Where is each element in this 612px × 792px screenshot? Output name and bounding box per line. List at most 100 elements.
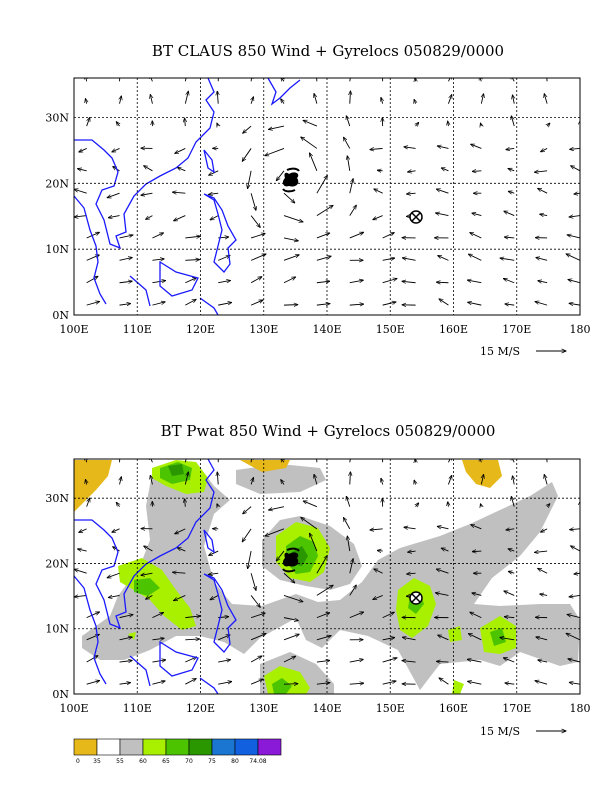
wind-vector: [86, 612, 100, 619]
wind-vector: [243, 125, 252, 133]
wind-vector: [149, 78, 152, 82]
panel-2-coastlines: [74, 459, 237, 694]
wind-vector: [175, 528, 186, 534]
wind-vector: [175, 148, 186, 153]
wind-vector: [250, 215, 260, 228]
wind-vector: [508, 191, 515, 193]
wind-vector: [316, 304, 330, 306]
wind-vector: [209, 573, 219, 574]
wind-vector: [448, 121, 449, 127]
wind-vector: [347, 536, 351, 552]
wind-vector: [416, 503, 419, 507]
wind-vector: [209, 550, 219, 555]
wind-vector: [569, 303, 580, 305]
panel-2-grid: [74, 459, 580, 694]
wind-vector: [218, 682, 231, 685]
wind-vector: [152, 281, 165, 283]
x-tick-label: 170E: [502, 323, 531, 336]
panel-1-axis-ticks: 100E 110E 120E 130E 140E 150E 160E 170E 180 0N 10N…: [45, 112, 590, 337]
wind-vector: [152, 233, 163, 239]
wind-vector: [407, 573, 416, 574]
x-tick-label: 160E: [439, 702, 468, 715]
y-tick-label: 20N: [45, 177, 69, 190]
wind-vector: [536, 637, 548, 641]
wind-vector: [283, 215, 303, 222]
wind-vector: [535, 551, 548, 552]
wind-vector: [251, 478, 253, 485]
wind-vector: [218, 280, 230, 282]
colorbar-swatch: [211, 738, 236, 756]
wind-vector: [74, 216, 87, 218]
wind-vector: [283, 192, 295, 203]
wind-vector: [505, 304, 515, 305]
wind-vector: [281, 480, 284, 485]
wind-vector: [404, 147, 416, 149]
wind-vector: [108, 216, 120, 218]
colorbar-label: 65: [162, 758, 170, 765]
wind-vector: [382, 658, 397, 663]
colorbar: 0 35 55 60 65 70 75 80 74.08: [73, 738, 282, 765]
panel-1-circled-x-marker: [409, 210, 423, 224]
wind-vector: [185, 639, 199, 640]
wind-vector: [408, 171, 416, 172]
wind-vector: [538, 188, 548, 194]
wind-vector: [407, 193, 416, 194]
x-tick-label: 150E: [376, 323, 405, 336]
wind-vector: [119, 661, 133, 663]
wind-vector: [436, 593, 449, 596]
wind-vector: [570, 148, 580, 149]
wind-vector: [152, 681, 165, 685]
wind-vector: [470, 612, 482, 619]
panel-1: BT CLAUS 850 Wind + Gyrelocs 050829/0000…: [45, 42, 590, 358]
x-tick-label: 140E: [312, 702, 341, 715]
wind-vector: [349, 559, 353, 574]
wind-vector: [119, 637, 133, 641]
panel-2-axis-ticks: 100E 110E 120E 130E 140E 150E 160E 170E 180 0N 10N…: [45, 492, 590, 715]
wind-vector: [382, 681, 396, 685]
wind-vector: [119, 304, 131, 306]
wind-vector: [481, 474, 483, 485]
wind-vector: [177, 548, 186, 552]
wind-vector: [119, 281, 133, 283]
x-tick-label: 100E: [59, 323, 88, 336]
wind-vector: [541, 148, 548, 151]
wind-vector: [402, 281, 416, 282]
wind-vector: [500, 637, 515, 641]
wind-vector: [119, 615, 133, 619]
wind-vector: [242, 148, 252, 161]
wind-vector: [512, 476, 514, 485]
colorbar-swatch: [234, 738, 259, 756]
wind-vector: [250, 595, 260, 607]
x-tick-label: 140E: [312, 323, 341, 336]
wind-vector: [538, 660, 548, 662]
wind-vector: [349, 304, 364, 305]
wind-vector: [250, 573, 256, 590]
wind-vector: [349, 179, 353, 194]
x-tick-label: 130E: [249, 323, 278, 336]
wind-vector: [184, 78, 187, 82]
wind-vector: [74, 595, 87, 597]
wind-vector: [303, 501, 318, 508]
wind-vector: [436, 661, 449, 662]
wind-vector: [579, 102, 580, 104]
wind-vector: [209, 170, 219, 175]
wind-vector: [468, 302, 482, 306]
wind-vector: [250, 613, 265, 619]
wind-vector: [504, 237, 515, 238]
x-tick-label: 110E: [123, 323, 152, 336]
wind-vector: [349, 280, 364, 284]
wind-vector: [316, 205, 333, 216]
wind-vector: [210, 215, 219, 220]
wind-vector: [568, 659, 580, 663]
wind-vector: [503, 658, 515, 663]
wind-vector: [146, 595, 153, 599]
x-tick-label: 170E: [502, 702, 531, 715]
wind-vector: [472, 593, 482, 595]
y-tick-label: 10N: [45, 243, 69, 256]
wind-vector: [184, 91, 188, 104]
panel-2-frame: [73, 458, 581, 695]
wind-vector: [86, 276, 98, 284]
wind-vector: [414, 99, 415, 103]
panel-2-wind-vectors: [74, 459, 580, 685]
panel-1-coastlines: [74, 78, 301, 315]
